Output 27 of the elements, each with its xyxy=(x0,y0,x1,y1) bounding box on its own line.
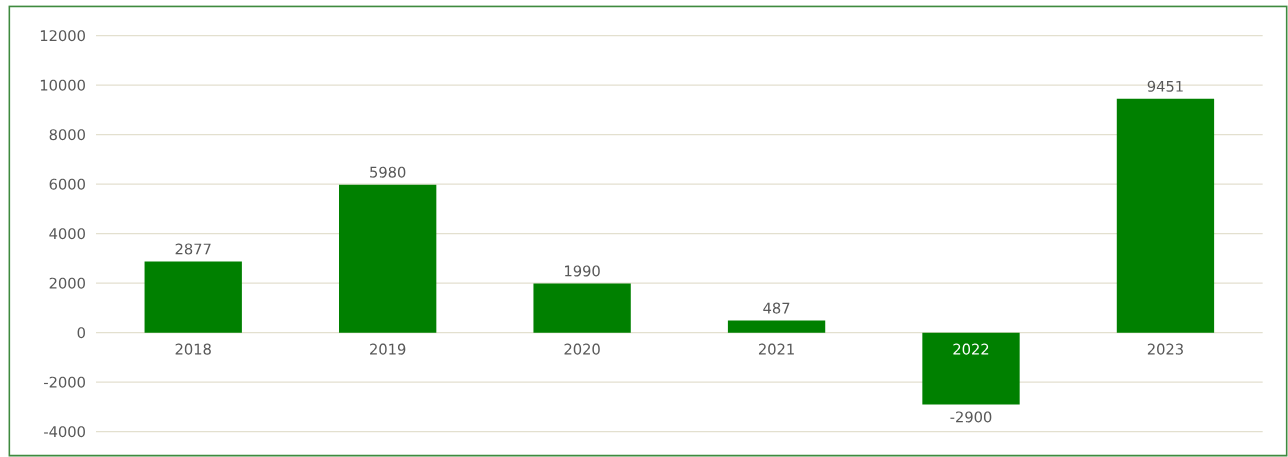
x-tick-label: 2019 xyxy=(370,343,406,355)
bar xyxy=(1116,98,1215,333)
data-label: 487 xyxy=(763,302,790,314)
y-tick-label: 0 xyxy=(77,327,85,339)
x-tick-label: 2022 xyxy=(953,343,989,355)
data-label: 2877 xyxy=(175,243,211,255)
bar xyxy=(339,184,437,333)
data-label: 9451 xyxy=(1147,80,1183,92)
x-tick-label: 2021 xyxy=(758,343,794,355)
y-tick-label: 10000 xyxy=(40,79,85,91)
y-tick-label: -4000 xyxy=(44,426,85,438)
data-label: 1990 xyxy=(565,265,600,277)
y-tick-label: 12000 xyxy=(40,30,85,42)
y-tick-label: 8000 xyxy=(49,129,85,141)
x-tick-label: 2023 xyxy=(1147,343,1183,355)
x-tick-label: 2018 xyxy=(175,343,211,355)
bar xyxy=(727,320,826,333)
y-tick-label: 6000 xyxy=(49,178,85,190)
bar xyxy=(533,283,631,333)
y-tick-label: -2000 xyxy=(44,376,85,388)
data-label: -2900 xyxy=(950,411,992,423)
data-label: 5980 xyxy=(370,166,406,178)
x-tick-label: 2020 xyxy=(564,343,600,355)
bar xyxy=(922,332,1020,405)
bar xyxy=(144,261,242,333)
y-tick-label: 2000 xyxy=(49,277,85,289)
y-tick-label: 4000 xyxy=(49,228,85,240)
